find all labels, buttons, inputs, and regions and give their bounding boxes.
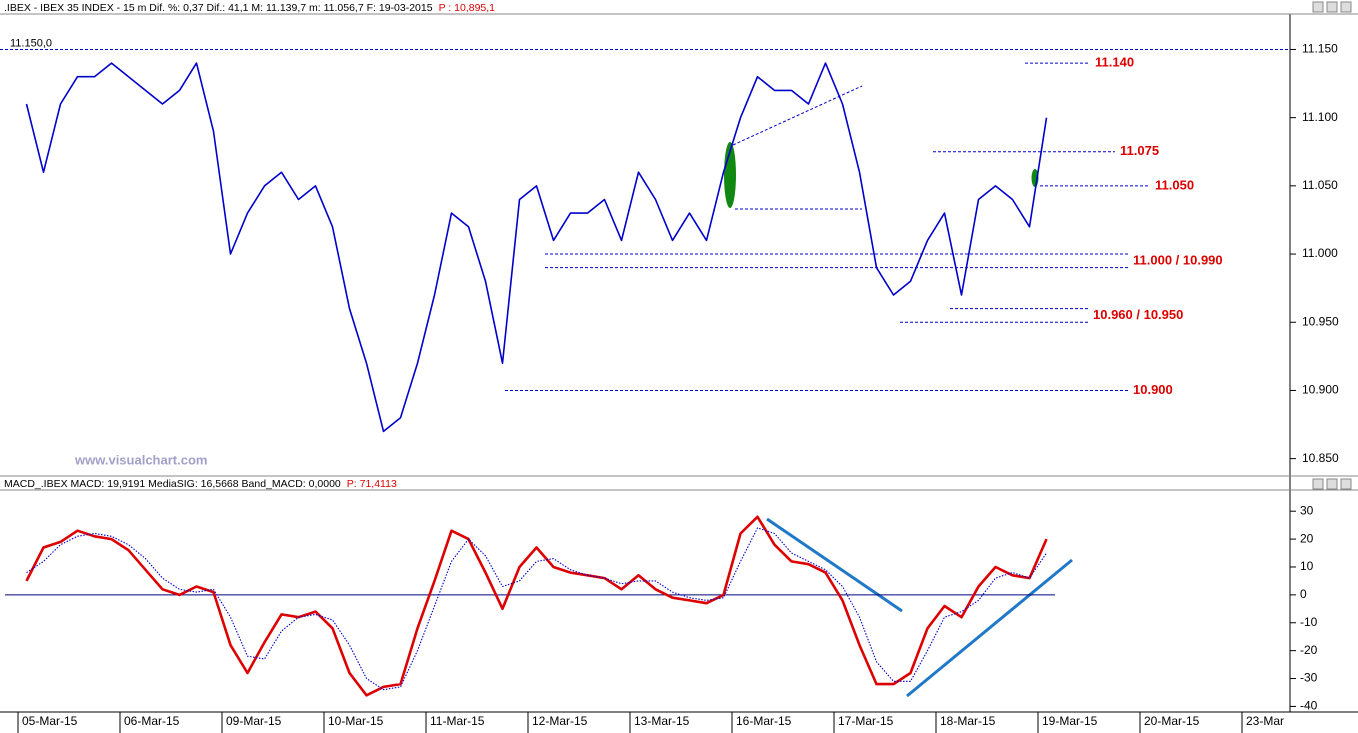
y-tick-label: 10 [1300, 559, 1314, 573]
macd-line [25, 515, 1048, 697]
level-label: 10.900 [1133, 382, 1173, 397]
x-tick-label: 12-Mar-15 [532, 714, 588, 728]
y-tick-label: 0 [1300, 587, 1307, 601]
y-tick-label: 20 [1300, 531, 1314, 545]
level-label: 11.050 [1155, 177, 1194, 192]
y-tick-label: -40 [1300, 699, 1318, 713]
signal-line [26, 527, 1047, 691]
level-label: 11.000 / 10.990 [1133, 252, 1223, 267]
button[interactable] [1340, 478, 1352, 490]
y-tick-label: 30 [1300, 503, 1314, 517]
button[interactable] [1312, 478, 1324, 490]
chart-title: MACD_.IBEX MACD: 19,9191 MediaSIG: 16,56… [4, 478, 341, 490]
y-tick-label: 10.850 [1302, 451, 1339, 465]
level-label: 10.960 / 10.950 [1093, 307, 1183, 322]
x-tick-label: 20-Mar-15 [1144, 714, 1200, 728]
y-tick-label: 11.150 [1302, 42, 1338, 56]
y-tick-label: 10.950 [1302, 314, 1339, 328]
trend-line [766, 517, 903, 613]
reference-label: 11.150,0 [10, 37, 52, 49]
window-buttons [1312, 1, 1352, 490]
trend-line [732, 85, 863, 146]
y-tick-label: 11.050 [1302, 178, 1338, 192]
x-tick-label: 11-Mar-15 [430, 714, 485, 728]
button[interactable] [1312, 1, 1324, 13]
x-tick-label: 13-Mar-15 [634, 714, 690, 728]
y-tick-label: 11.100 [1302, 110, 1338, 124]
x-tick-label: 18-Mar-15 [940, 714, 996, 728]
button[interactable] [1326, 1, 1338, 13]
x-tick-label: 16-Mar-15 [736, 714, 792, 728]
y-tick-label: -10 [1300, 615, 1318, 629]
x-tick-label: 06-Mar-15 [124, 714, 180, 728]
button[interactable] [1340, 1, 1352, 13]
watermark: www.visualchart.com [74, 452, 207, 467]
x-tick-label: 05-Mar-15 [22, 714, 78, 728]
level-label: 11.075 [1120, 143, 1159, 158]
y-tick-label: 10.900 [1302, 383, 1339, 397]
x-tick-label: 10-Mar-15 [328, 714, 384, 728]
y-tick-label: -30 [1300, 671, 1318, 685]
last-value: P: 71,4113 [347, 478, 397, 490]
price-line [25, 62, 1048, 433]
x-tick-label: 09-Mar-15 [226, 714, 282, 728]
level-label: 11.140 [1095, 55, 1134, 70]
y-tick-label: 11.000 [1302, 246, 1338, 260]
button[interactable] [1326, 478, 1338, 490]
chart-title: .IBEX - IBEX 35 INDEX - 15 m Dif. %: 0,3… [4, 2, 433, 14]
x-tick-label: 17-Mar-15 [838, 714, 894, 728]
x-tick-label: 23-Mar [1246, 714, 1284, 728]
x-tick-label: 19-Mar-15 [1042, 714, 1098, 728]
trend-line [906, 558, 1073, 698]
y-tick-label: -20 [1300, 643, 1318, 657]
last-value: P : 10,895,1 [439, 2, 496, 14]
